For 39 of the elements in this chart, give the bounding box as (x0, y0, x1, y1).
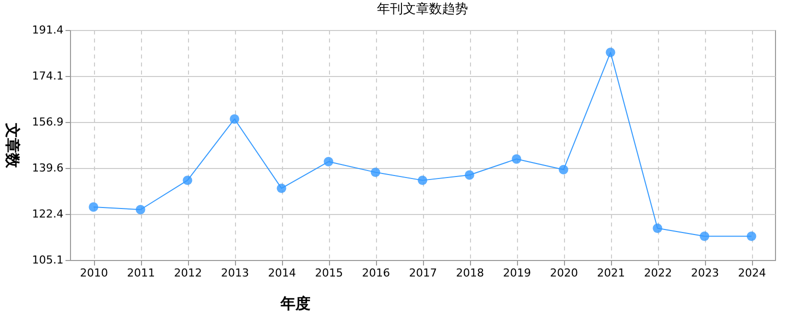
point (700, 232, 710, 242)
y-tick-label: 105.1 (32, 254, 64, 266)
point (136, 204, 146, 214)
y-axis-title: 文章数 (4, 122, 22, 169)
x-tick-label: 2022 (644, 266, 672, 280)
x-tick-label: 2019 (503, 266, 531, 280)
x-axis-title: 年度 (280, 294, 310, 312)
x-tick-label: 2021 (597, 266, 625, 280)
x-tick-label: 2012 (174, 266, 202, 280)
y-tick-label: 122.4 (32, 207, 64, 220)
point (652, 224, 662, 234)
y-tick-label: 191.4 (32, 24, 64, 36)
point (276, 184, 286, 194)
y-tick-label: 156.9 (32, 115, 64, 128)
y-tick-label: 139.6 (32, 162, 64, 175)
point (746, 232, 756, 242)
point (512, 154, 522, 164)
x-tick-label: 2014 (268, 266, 296, 280)
x-tick-label: 2020 (550, 266, 578, 280)
point (558, 164, 568, 174)
x-tick-label: 2018 (456, 266, 484, 280)
x-tick-label: 2016 (362, 266, 390, 280)
point (464, 170, 474, 180)
point (324, 156, 334, 166)
x-tick-label: 2011 (127, 266, 155, 280)
point (606, 48, 616, 58)
x-tick-label: 2010 (80, 266, 108, 280)
x-tick-label: 2024 (738, 266, 766, 280)
point (88, 202, 98, 212)
point (230, 114, 240, 124)
point (182, 176, 192, 186)
x-tick-label: 2017 (409, 266, 437, 280)
x-tick-label: 2015 (315, 266, 343, 280)
point (418, 176, 428, 186)
point (370, 168, 380, 178)
x-tick-label: 2023 (691, 266, 719, 280)
chart-title: 年刊文章数趋势 (377, 2, 468, 17)
x-tick-label: 2013 (221, 266, 249, 280)
y-tick-label: 174.1 (32, 70, 64, 83)
